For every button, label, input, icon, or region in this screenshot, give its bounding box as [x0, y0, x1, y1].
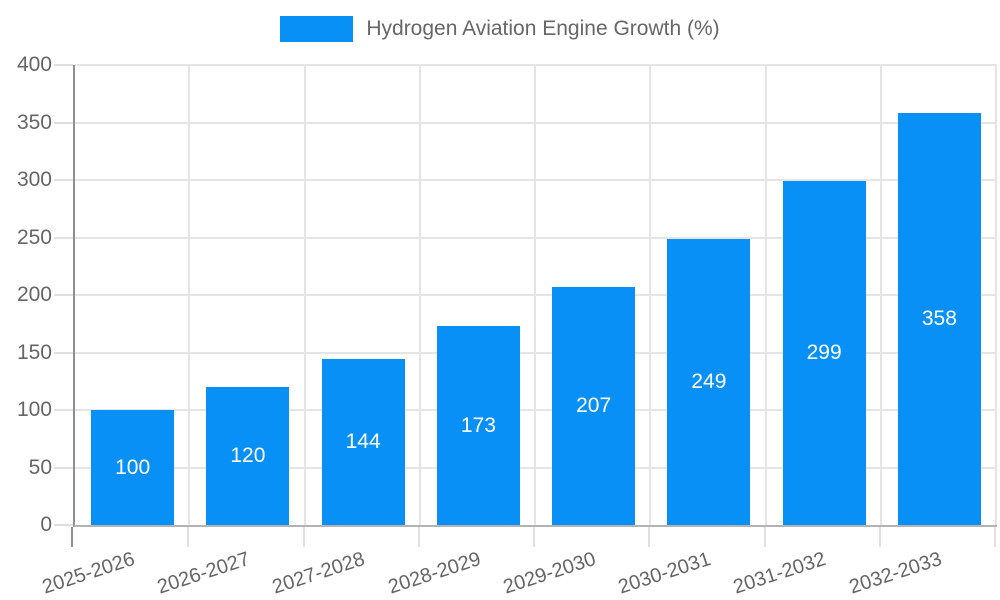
x-axis-tick	[187, 527, 190, 547]
bar-value-label: 173	[460, 413, 496, 437]
x-axis-tick	[994, 527, 996, 547]
y-axis-label: 350	[16, 110, 52, 134]
y-axis-label: 100	[16, 398, 52, 421]
legend-label: Hydrogen Aviation Engine Growth (%)	[366, 17, 720, 40]
gridline-horizontal	[75, 236, 997, 239]
bar-2029-2030[interactable]: 207	[552, 286, 636, 525]
x-axis-label: 2026-2027	[154, 548, 253, 599]
gridline-vertical	[995, 65, 997, 525]
x-axis-label: 2025-2026	[39, 548, 138, 599]
y-axis-tick	[54, 409, 73, 411]
y-axis-label: 150	[16, 340, 52, 364]
bar-2026-2027[interactable]: 120	[206, 387, 290, 525]
bar-value-label: 299	[806, 341, 842, 365]
y-axis-label: 0	[40, 513, 52, 536]
x-axis-label: 2028-2029	[385, 548, 484, 599]
x-axis-tick	[763, 527, 766, 547]
legend[interactable]: Hydrogen Aviation Engine Growth (%)	[0, 16, 1000, 42]
gridline-horizontal	[75, 294, 997, 296]
x-axis-label: 2029-2030	[500, 548, 599, 599]
y-axis-tick	[54, 351, 73, 354]
y-axis-tick	[54, 524, 73, 526]
x-axis-label: 2027-2028	[270, 548, 368, 599]
x-axis-label: 2030-2031	[615, 548, 714, 599]
bar-2030-2031[interactable]: 249	[667, 238, 751, 525]
x-axis-tick	[417, 527, 420, 547]
gridline-vertical	[303, 65, 306, 525]
y-axis-tick	[54, 466, 73, 469]
bar-2025-2026[interactable]: 100	[91, 410, 175, 525]
bar-value-label: 120	[230, 444, 266, 467]
bar-2032-2033[interactable]: 358	[897, 113, 981, 525]
gridline-vertical	[188, 65, 191, 525]
bar-2027-2028[interactable]: 144	[321, 359, 405, 525]
y-axis-label: 400	[16, 53, 52, 76]
plot-area: 100 120 144 173 207 249 299 358	[73, 64, 997, 527]
legend-swatch-icon	[280, 16, 354, 42]
x-axis-tick	[648, 527, 651, 547]
x-axis-tick	[71, 527, 73, 547]
bar-2028-2029[interactable]: 173	[436, 326, 520, 525]
y-axis-tick	[54, 64, 73, 66]
y-axis-tick	[54, 236, 73, 239]
bar-value-label: 144	[345, 430, 381, 454]
x-axis-tick	[533, 527, 535, 547]
gridline-vertical	[534, 65, 536, 525]
gridline-horizontal	[75, 179, 997, 181]
y-axis-label: 50	[28, 455, 52, 479]
bar-2031-2032[interactable]: 299	[782, 181, 866, 525]
bar-value-label: 100	[115, 455, 151, 479]
y-axis-label: 200	[16, 283, 52, 306]
y-axis-label: 300	[16, 168, 52, 191]
bar-value-label: 207	[576, 393, 612, 417]
x-axis-label: 2032-2033	[846, 548, 945, 599]
gridline-vertical	[418, 65, 421, 525]
y-axis-tick	[54, 179, 73, 181]
y-axis-tick	[54, 121, 73, 124]
y-axis-tick	[54, 294, 73, 296]
gridline-horizontal	[75, 351, 997, 354]
x-axis-tick	[302, 527, 305, 547]
gridline-vertical	[649, 65, 652, 525]
gridline-horizontal	[75, 466, 997, 469]
gridline-horizontal	[75, 121, 997, 124]
x-axis-label: 2031-2032	[731, 548, 829, 599]
gridline-vertical	[879, 65, 882, 525]
bar-value-label: 358	[921, 307, 957, 331]
gridline-horizontal	[75, 409, 997, 411]
gridline-horizontal	[75, 64, 997, 66]
bar-value-label: 249	[691, 369, 727, 393]
x-axis-tick	[878, 527, 881, 547]
y-axis-label: 250	[16, 225, 52, 249]
gridline-vertical	[764, 65, 767, 525]
